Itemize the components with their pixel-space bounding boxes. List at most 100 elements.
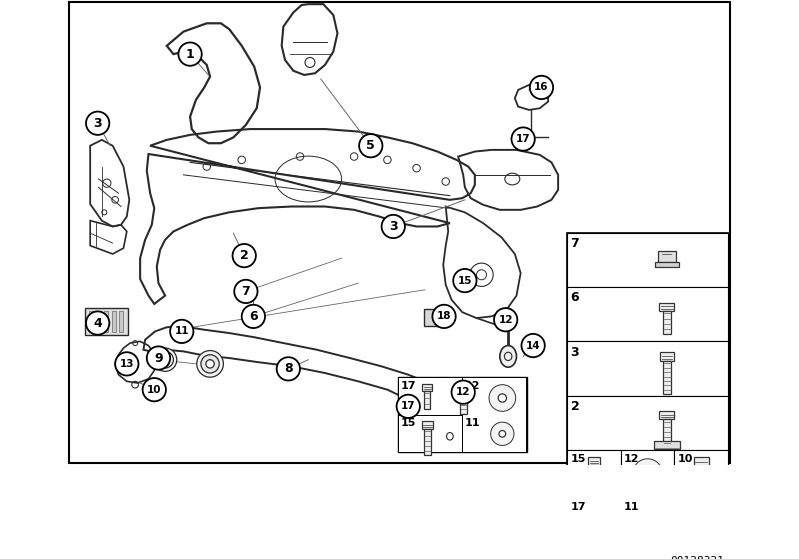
Ellipse shape	[164, 358, 167, 361]
Polygon shape	[638, 462, 658, 485]
FancyBboxPatch shape	[662, 419, 671, 443]
Text: 15: 15	[570, 454, 586, 464]
Text: 10: 10	[147, 385, 161, 395]
Text: 17: 17	[570, 502, 586, 512]
Ellipse shape	[276, 357, 300, 381]
FancyBboxPatch shape	[423, 384, 432, 391]
FancyBboxPatch shape	[586, 510, 602, 519]
Ellipse shape	[499, 430, 506, 437]
Ellipse shape	[115, 352, 138, 376]
FancyBboxPatch shape	[659, 302, 674, 311]
FancyBboxPatch shape	[424, 309, 444, 325]
Text: 00128321: 00128321	[670, 556, 725, 559]
Ellipse shape	[86, 112, 109, 135]
FancyBboxPatch shape	[659, 411, 674, 419]
Ellipse shape	[633, 459, 662, 489]
FancyBboxPatch shape	[424, 391, 431, 409]
Ellipse shape	[161, 357, 169, 363]
FancyBboxPatch shape	[655, 262, 678, 267]
Text: 18: 18	[437, 311, 451, 321]
Text: 10: 10	[678, 454, 693, 464]
Text: 8: 8	[284, 362, 292, 375]
Ellipse shape	[453, 269, 476, 292]
Ellipse shape	[206, 359, 214, 368]
Ellipse shape	[233, 244, 256, 267]
Text: 3: 3	[93, 117, 102, 130]
Polygon shape	[495, 425, 511, 443]
FancyBboxPatch shape	[694, 457, 709, 467]
Text: 2: 2	[240, 249, 248, 262]
FancyBboxPatch shape	[674, 449, 728, 498]
Text: 9: 9	[154, 352, 163, 364]
Ellipse shape	[86, 311, 109, 335]
FancyBboxPatch shape	[697, 467, 706, 499]
Text: 17: 17	[401, 401, 415, 411]
Text: 12: 12	[624, 454, 640, 464]
Ellipse shape	[157, 352, 173, 368]
Text: 1: 1	[185, 48, 194, 60]
Text: 17: 17	[516, 134, 531, 144]
FancyBboxPatch shape	[567, 233, 728, 559]
FancyBboxPatch shape	[590, 466, 598, 497]
FancyBboxPatch shape	[567, 449, 621, 498]
FancyBboxPatch shape	[567, 287, 728, 342]
FancyBboxPatch shape	[460, 389, 467, 414]
Ellipse shape	[643, 470, 652, 478]
Ellipse shape	[511, 127, 535, 151]
Ellipse shape	[197, 350, 224, 377]
Text: 6: 6	[570, 291, 579, 305]
FancyBboxPatch shape	[567, 546, 728, 559]
Ellipse shape	[522, 334, 545, 357]
FancyBboxPatch shape	[424, 429, 431, 456]
Ellipse shape	[242, 305, 265, 328]
Text: 12: 12	[499, 315, 513, 325]
FancyBboxPatch shape	[422, 421, 433, 429]
Ellipse shape	[201, 355, 219, 373]
Ellipse shape	[489, 385, 515, 411]
FancyBboxPatch shape	[70, 2, 729, 463]
FancyBboxPatch shape	[398, 415, 463, 452]
Ellipse shape	[443, 427, 457, 446]
Text: 11: 11	[624, 502, 640, 512]
FancyBboxPatch shape	[660, 352, 674, 361]
Ellipse shape	[143, 378, 166, 401]
Ellipse shape	[359, 134, 383, 158]
Text: 4: 4	[93, 316, 102, 330]
Ellipse shape	[178, 42, 201, 66]
FancyBboxPatch shape	[662, 311, 671, 334]
Ellipse shape	[147, 347, 170, 369]
FancyBboxPatch shape	[89, 311, 93, 332]
Ellipse shape	[382, 215, 405, 238]
Text: 7: 7	[241, 285, 250, 298]
FancyBboxPatch shape	[588, 457, 600, 466]
FancyBboxPatch shape	[119, 311, 124, 332]
FancyBboxPatch shape	[663, 361, 670, 394]
Text: 12: 12	[456, 387, 471, 397]
Text: 15: 15	[401, 418, 416, 428]
FancyBboxPatch shape	[674, 498, 728, 546]
FancyBboxPatch shape	[686, 515, 716, 527]
FancyBboxPatch shape	[658, 251, 676, 262]
FancyBboxPatch shape	[621, 449, 674, 498]
FancyBboxPatch shape	[567, 233, 728, 287]
FancyBboxPatch shape	[85, 308, 129, 335]
Text: 3: 3	[570, 345, 579, 358]
FancyBboxPatch shape	[97, 311, 101, 332]
Ellipse shape	[234, 280, 257, 303]
Text: 7: 7	[570, 238, 579, 250]
FancyBboxPatch shape	[567, 396, 728, 449]
FancyBboxPatch shape	[567, 498, 621, 546]
Ellipse shape	[491, 422, 514, 446]
Text: 11: 11	[465, 418, 480, 428]
Polygon shape	[494, 388, 511, 408]
Ellipse shape	[500, 345, 516, 367]
Ellipse shape	[494, 308, 517, 331]
FancyBboxPatch shape	[398, 377, 527, 452]
Text: 15: 15	[458, 276, 472, 286]
Text: 3: 3	[389, 220, 398, 233]
Text: 17: 17	[401, 381, 416, 391]
Ellipse shape	[432, 305, 455, 328]
Polygon shape	[639, 512, 656, 532]
Text: 13: 13	[120, 359, 134, 369]
Ellipse shape	[396, 395, 420, 418]
